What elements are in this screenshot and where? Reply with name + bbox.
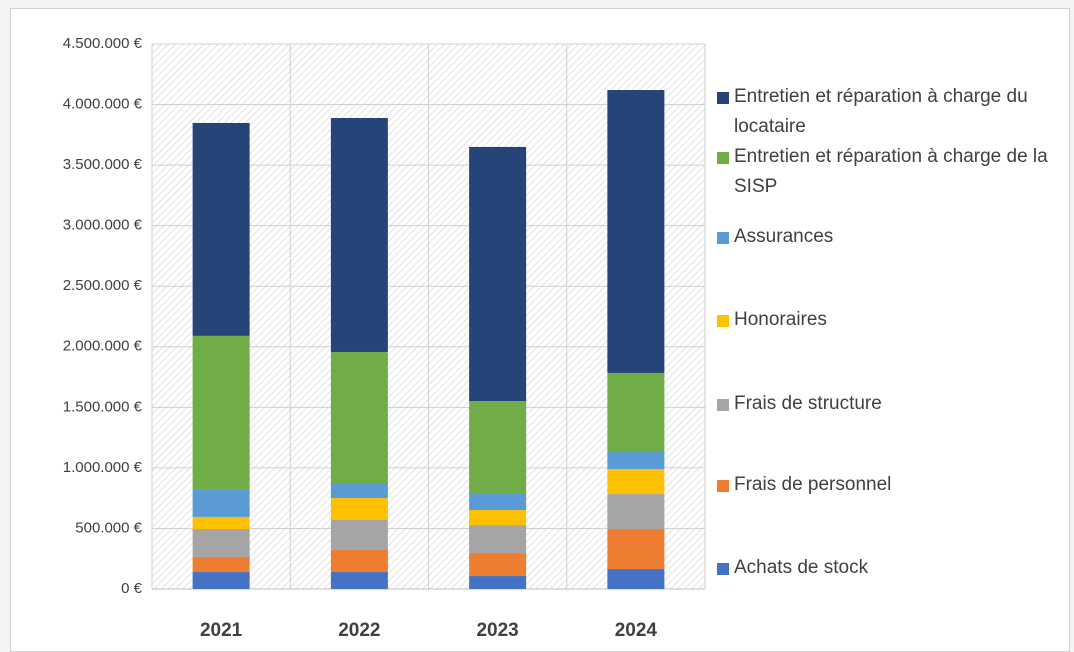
bar-segment (607, 90, 665, 373)
legend-swatch (717, 399, 729, 411)
legend-label: Honoraires (734, 309, 827, 330)
x-tick-label: 2024 (615, 620, 658, 641)
legend-swatch (717, 480, 729, 492)
legend-item: Assurances (717, 222, 1064, 252)
bar-segment (607, 569, 665, 589)
bar-segment (469, 146, 527, 402)
bar-segment (469, 510, 527, 526)
bar-segment (192, 556, 250, 573)
bar-segment (330, 519, 388, 551)
bar-segment (607, 529, 665, 570)
x-tick-label: 2021 (200, 620, 243, 641)
legend-item: Frais de structure (717, 389, 1064, 419)
legend-label: Achats de stock (734, 557, 869, 578)
bar-segment (607, 494, 665, 530)
legend-label: Assurances (734, 226, 834, 247)
bar-segment (330, 117, 388, 352)
legend-swatch (717, 92, 729, 104)
bar-segment (469, 576, 527, 589)
legend-item: Frais de personnel (717, 470, 1064, 500)
bar-segment (330, 572, 388, 589)
bar-segment (192, 529, 250, 557)
legend-swatch (717, 563, 729, 575)
y-tick-label: 4.000.000 € (63, 96, 143, 113)
x-tick-label: 2023 (476, 620, 518, 641)
bar-segment (192, 572, 250, 589)
y-tick-label: 0 € (121, 580, 143, 597)
legend-label: Entretien et réparation à charge du loca… (734, 86, 1028, 137)
legend-label: Frais de personnel (734, 474, 892, 495)
legend-item: Honoraires (717, 305, 1064, 335)
x-tick-label: 2022 (338, 620, 380, 641)
legend-swatch (717, 152, 729, 164)
bar-segment (607, 372, 665, 453)
bar-segment (330, 498, 388, 520)
bar-segment (330, 483, 388, 499)
legend-item: Entretien et réparation à charge de la S… (717, 142, 1064, 202)
bar-segment (192, 516, 250, 530)
y-tick-label: 500.000 € (75, 519, 142, 536)
legend-label: Frais de structure (734, 393, 882, 414)
legend-item: Achats de stock (717, 553, 1064, 583)
y-tick-label: 1.500.000 € (63, 398, 143, 415)
bar-segment (330, 351, 388, 484)
bar-segment (607, 452, 665, 469)
y-tick-label: 1.000.000 € (63, 459, 143, 476)
bar-segment (192, 489, 250, 517)
y-tick-label: 2.000.000 € (63, 338, 143, 355)
bar-segment (469, 525, 527, 554)
y-tick-label: 3.000.000 € (63, 217, 143, 234)
y-tick-label: 3.500.000 € (63, 156, 143, 173)
legend-label: Entretien et réparation à charge de la S… (734, 146, 1048, 197)
bar-segment (469, 401, 527, 493)
legend-swatch (717, 232, 729, 244)
bar-segment (469, 553, 527, 577)
legend-swatch (717, 315, 729, 327)
bar-segment (607, 468, 665, 495)
y-tick-label: 2.500.000 € (63, 277, 143, 294)
bar-segment (469, 492, 527, 511)
legend-item: Entretien et réparation à charge du loca… (717, 82, 1064, 142)
bar-segment (192, 335, 250, 490)
bar-segment (330, 550, 388, 573)
y-tick-label: 4.500.000 € (63, 35, 143, 52)
bar-segment (192, 122, 250, 336)
